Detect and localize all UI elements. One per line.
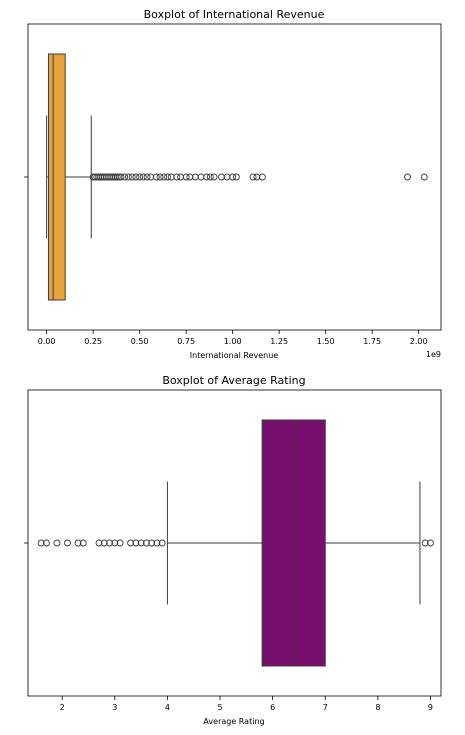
x-tick-label: 3 bbox=[112, 703, 117, 712]
box bbox=[47, 53, 66, 301]
outlier-point bbox=[64, 539, 71, 547]
x-axis-ticks: 0.00 0.25 0.50 0.75 1.00 1.25 1.50 1.75 2.00 bbox=[24, 176, 428, 346]
outlier-point bbox=[137, 539, 145, 547]
outlier-point bbox=[156, 173, 164, 181]
outlier-point bbox=[421, 539, 429, 547]
x-tick-label: 2 bbox=[60, 703, 65, 712]
outlier-point bbox=[113, 173, 121, 181]
outliers bbox=[89, 173, 428, 181]
outlier-point bbox=[95, 539, 103, 547]
international-revenue-chart: Boxplot of International Revenue 0.00 0.2… bbox=[24, 8, 442, 360]
x-axis-label: International Revenue bbox=[190, 351, 279, 360]
x-tick-label: 2.00 bbox=[410, 337, 428, 346]
outlier-point bbox=[177, 173, 184, 181]
x-tick-label: 1.00 bbox=[224, 337, 242, 346]
iqr-box bbox=[47, 53, 66, 301]
outlier-point bbox=[100, 539, 108, 547]
outlier-point bbox=[125, 173, 132, 181]
outlier-point bbox=[148, 539, 156, 547]
x-tick-label: 0.50 bbox=[131, 337, 149, 346]
x-tick-label: 4 bbox=[165, 703, 170, 712]
outlier-point bbox=[42, 539, 50, 547]
outlier-point bbox=[111, 539, 119, 547]
outlier-point bbox=[160, 173, 168, 181]
outlier-point bbox=[132, 173, 140, 181]
outlier-point bbox=[142, 539, 150, 547]
outlier-point bbox=[117, 173, 125, 181]
outlier-point bbox=[167, 173, 175, 181]
outlier-point bbox=[147, 173, 155, 181]
outlier-point bbox=[164, 173, 171, 181]
outlier-point bbox=[427, 539, 434, 547]
outlier-point bbox=[232, 173, 240, 181]
outlier-point bbox=[116, 539, 124, 547]
outlier-point bbox=[106, 539, 113, 547]
outlier-point bbox=[210, 173, 218, 181]
whiskers bbox=[46, 115, 92, 239]
outlier-point bbox=[139, 173, 147, 181]
outlier-point bbox=[191, 173, 199, 181]
axis-offset-label: 1e9 bbox=[426, 350, 441, 359]
x-axis-ticks: 2 3 4 5 6 7 8 9 bbox=[24, 542, 433, 712]
x-axis-label: Average Rating bbox=[203, 717, 264, 726]
outliers bbox=[37, 539, 434, 547]
outlier-point bbox=[152, 173, 160, 181]
outlier-point bbox=[218, 173, 225, 181]
outlier-point bbox=[37, 539, 45, 547]
x-tick-label: 0.00 bbox=[38, 337, 56, 346]
outlier-point bbox=[158, 539, 166, 547]
outlier-point bbox=[136, 173, 144, 181]
box bbox=[261, 419, 326, 667]
outlier-point bbox=[197, 173, 205, 181]
outlier-point bbox=[182, 173, 190, 181]
x-tick-label: 8 bbox=[375, 703, 380, 712]
x-tick-label: 1.25 bbox=[270, 337, 288, 346]
outlier-point bbox=[203, 173, 211, 181]
x-tick-label: 0.75 bbox=[177, 337, 195, 346]
whiskers bbox=[166, 481, 421, 605]
outlier-point bbox=[79, 539, 87, 547]
x-tick-label: 0.25 bbox=[84, 337, 102, 346]
x-tick-label: 6 bbox=[270, 703, 275, 712]
outlier-point bbox=[143, 173, 151, 181]
outlier-point bbox=[128, 173, 136, 181]
outlier-point bbox=[249, 173, 257, 181]
outlier-point bbox=[121, 173, 129, 181]
outlier-point bbox=[223, 173, 231, 181]
outlier-point bbox=[173, 173, 181, 181]
outlier-point bbox=[74, 539, 82, 547]
x-tick-label: 1.50 bbox=[317, 337, 335, 346]
outlier-point bbox=[420, 173, 428, 181]
average-rating-chart: Boxplot of Average Rating 2 3 4 5 6 7 8 9 Avera… bbox=[24, 374, 442, 726]
outlier-point bbox=[229, 173, 237, 181]
outlier-point bbox=[206, 173, 214, 181]
x-tick-label: 1.75 bbox=[363, 337, 381, 346]
outlier-point bbox=[53, 539, 61, 547]
chart-title: Boxplot of Average Rating bbox=[162, 374, 305, 387]
x-tick-label: 9 bbox=[428, 703, 433, 712]
outlier-point bbox=[132, 539, 140, 547]
chart-title: Boxplot of International Revenue bbox=[144, 8, 325, 21]
x-tick-label: 7 bbox=[323, 703, 328, 712]
outlier-point bbox=[253, 173, 261, 181]
outlier-point bbox=[127, 539, 135, 547]
x-tick-label: 5 bbox=[217, 703, 222, 712]
outlier-point bbox=[258, 173, 266, 181]
outlier-point bbox=[153, 539, 161, 547]
outlier-point bbox=[404, 173, 411, 181]
outlier-point bbox=[186, 173, 194, 181]
